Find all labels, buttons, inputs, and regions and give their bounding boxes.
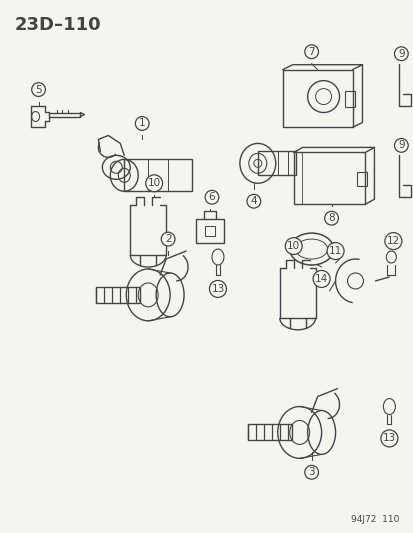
Bar — [124, 159, 192, 191]
Text: 8: 8 — [328, 213, 334, 223]
Text: 1: 1 — [139, 118, 145, 128]
Text: 7: 7 — [308, 47, 314, 56]
Bar — [204, 226, 214, 236]
Bar — [293, 152, 365, 204]
Text: 10: 10 — [287, 241, 299, 251]
Text: 94J72  110: 94J72 110 — [350, 515, 399, 524]
Text: 12: 12 — [386, 236, 399, 246]
Bar — [282, 70, 351, 127]
Bar — [196, 219, 223, 243]
Text: 10: 10 — [147, 178, 160, 188]
Bar — [357, 172, 367, 186]
Text: 6: 6 — [208, 192, 215, 202]
Text: 9: 9 — [397, 49, 404, 59]
Text: 2: 2 — [164, 234, 171, 244]
Text: 9: 9 — [397, 140, 404, 150]
Bar — [247, 424, 291, 440]
Text: 11: 11 — [328, 246, 342, 256]
Text: 14: 14 — [314, 274, 328, 284]
Text: 13: 13 — [211, 284, 224, 294]
Bar — [257, 151, 295, 175]
Text: 23D–110: 23D–110 — [14, 16, 101, 34]
Bar — [96, 287, 140, 303]
Text: 5: 5 — [35, 85, 42, 94]
Text: 13: 13 — [382, 433, 395, 443]
Bar — [344, 91, 354, 107]
Text: 4: 4 — [250, 196, 256, 206]
Text: 3: 3 — [308, 467, 314, 478]
